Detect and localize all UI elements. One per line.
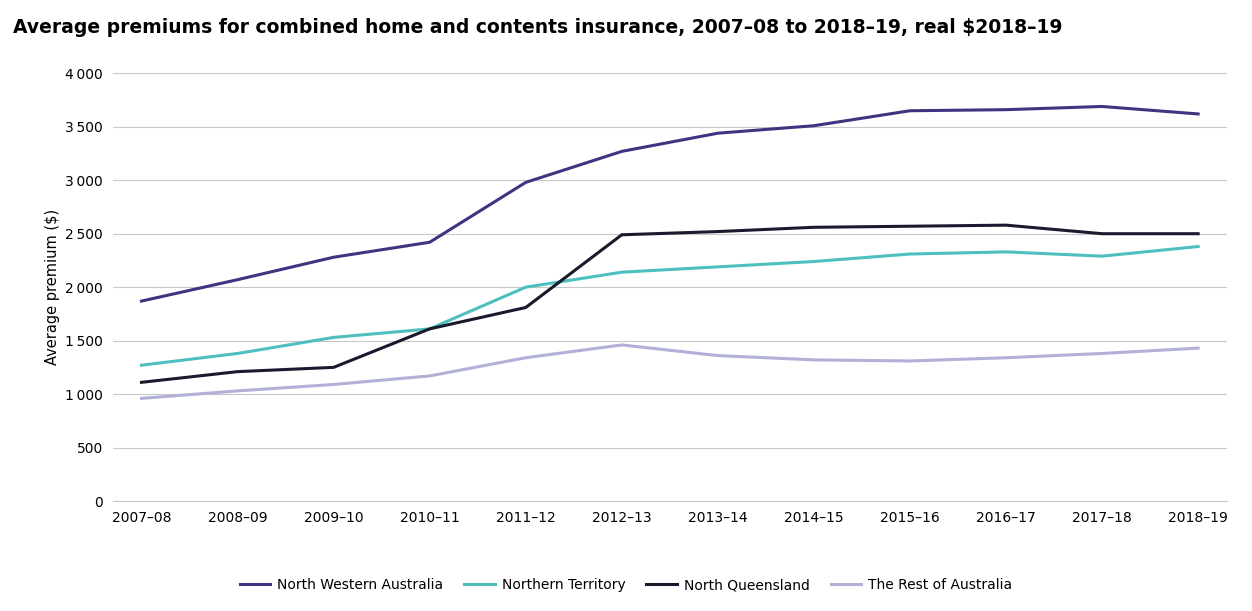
Text: Average premiums for combined home and contents insurance, 2007–08 to 2018–19, r: Average premiums for combined home and c… [13,18,1062,37]
North Queensland [806,224,821,231]
The Rest of Australia [1094,349,1109,357]
Northern Territory [1191,243,1206,251]
Northern Territory [1094,252,1109,260]
North Queensland [710,228,725,235]
The Rest of Australia [710,352,725,359]
The Rest of Australia [422,372,437,379]
Y-axis label: Average premium ($): Average premium ($) [45,209,60,365]
The Rest of Australia [518,354,533,361]
The Rest of Australia [615,341,630,348]
North Western Australia [518,178,533,186]
Northern Territory [999,248,1014,255]
North Queensland [1094,230,1109,238]
North Queensland [230,368,245,375]
North Western Australia [615,148,630,155]
North Western Australia [422,238,437,246]
North Queensland [615,231,630,238]
North Queensland [422,325,437,332]
The Rest of Australia [230,387,245,395]
North Western Australia [1094,103,1109,110]
North Western Australia [999,106,1014,114]
North Western Australia [230,276,245,284]
Northern Territory [422,325,437,332]
The Rest of Australia [999,354,1014,361]
The Rest of Australia [903,357,918,365]
Line: North Western Australia: North Western Australia [141,106,1198,301]
The Rest of Australia [1191,345,1206,352]
The Rest of Australia [326,381,341,388]
Northern Territory [903,251,918,258]
North Western Australia [710,130,725,137]
North Western Australia [806,122,821,130]
Northern Territory [326,334,341,341]
Northern Territory [134,362,149,369]
Legend: North Western Australia, Northern Territory, North Queensland, The Rest of Austr: North Western Australia, Northern Territ… [234,573,1018,598]
Northern Territory [806,258,821,265]
North Western Australia [1191,111,1206,118]
North Western Australia [903,107,918,114]
Line: Northern Territory: Northern Territory [141,246,1198,365]
Northern Territory [615,269,630,276]
North Queensland [903,222,918,230]
Northern Territory [710,263,725,271]
North Queensland [1191,230,1206,238]
The Rest of Australia [134,395,149,402]
Line: The Rest of Australia: The Rest of Australia [141,345,1198,398]
North Queensland [999,222,1014,229]
North Queensland [518,304,533,311]
The Rest of Australia [806,356,821,364]
Northern Territory [230,349,245,357]
North Western Australia [134,298,149,305]
North Queensland [326,364,341,371]
North Western Australia [326,254,341,261]
Northern Territory [518,284,533,291]
North Queensland [134,379,149,386]
Line: North Queensland: North Queensland [141,225,1198,382]
